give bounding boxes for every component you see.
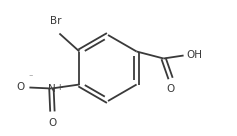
Text: OH: OH <box>187 50 203 61</box>
Text: ⁻: ⁻ <box>28 72 33 81</box>
Text: O: O <box>16 83 24 92</box>
Text: O: O <box>48 118 57 128</box>
Text: N: N <box>48 84 55 94</box>
Text: O: O <box>166 84 175 95</box>
Text: Br: Br <box>50 16 61 27</box>
Text: +: + <box>56 84 63 92</box>
